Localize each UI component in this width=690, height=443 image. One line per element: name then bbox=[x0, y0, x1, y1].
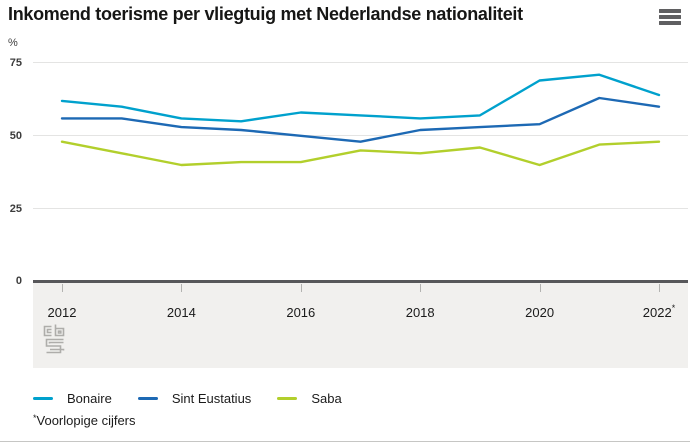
bottom-border bbox=[0, 441, 690, 442]
legend-item-saba[interactable]: Saba bbox=[277, 390, 342, 406]
hamburger-menu-icon[interactable] bbox=[659, 9, 681, 26]
x-axis-line bbox=[33, 280, 688, 283]
footnote: *Voorlopige cijfers bbox=[33, 413, 136, 428]
cbs-logo bbox=[43, 324, 65, 354]
x-tick-label: 2022* bbox=[642, 303, 676, 320]
menu-bar bbox=[659, 9, 681, 13]
axis-tick bbox=[539, 284, 541, 292]
plot-area: 75 50 25 0 2012 2014 2016 2018 2020 2022… bbox=[9, 57, 688, 368]
x-tick-label: 2012 bbox=[47, 305, 77, 320]
legend-item-bonaire[interactable]: Bonaire bbox=[33, 391, 112, 406]
menu-bar bbox=[659, 15, 681, 19]
axis-tick bbox=[181, 284, 183, 292]
x-tick-label: 2020 bbox=[525, 305, 555, 320]
axis-tick bbox=[300, 284, 302, 292]
y-tick-label: 0 bbox=[15, 275, 22, 287]
legend-swatch-bonaire bbox=[33, 396, 53, 400]
gridline-50 bbox=[33, 135, 688, 136]
axis-tick bbox=[62, 284, 63, 292]
y-tick-label: 25 bbox=[9, 203, 22, 215]
legend-swatch-saba bbox=[277, 396, 298, 400]
y-axis-unit-label: % bbox=[8, 37, 18, 49]
legend: Bonaire Sint Eustatius Saba bbox=[33, 390, 368, 406]
axis-tick bbox=[420, 284, 422, 292]
gridline-75 bbox=[33, 62, 688, 63]
gridline-25 bbox=[33, 208, 688, 209]
y-tick-label: 50 bbox=[9, 130, 22, 142]
chart-title: Inkomend toerisme per vliegtuig met Nede… bbox=[8, 4, 523, 24]
x-tick-label: 2018 bbox=[405, 305, 435, 320]
legend-label: Bonaire bbox=[67, 390, 112, 406]
x-axis-panel: 2012 2014 2016 2018 2020 2022* bbox=[33, 283, 688, 368]
legend-swatch-sint-eustatius bbox=[137, 396, 158, 400]
line-saba bbox=[60, 140, 661, 167]
legend-label: Sint Eustatius bbox=[171, 390, 252, 406]
axis-tick bbox=[659, 284, 660, 292]
x-tick-label: 2014 bbox=[166, 305, 196, 320]
legend-label: Saba bbox=[311, 390, 342, 406]
x-tick-label: 2016 bbox=[286, 305, 316, 320]
chart-header: Inkomend toerisme per vliegtuig met Nede… bbox=[0, 0, 690, 34]
line-bonaire bbox=[60, 73, 661, 123]
menu-bar bbox=[659, 21, 681, 25]
y-tick-label: 75 bbox=[9, 57, 22, 69]
legend-item-sint-eustatius[interactable]: Sint Eustatius bbox=[137, 390, 252, 406]
